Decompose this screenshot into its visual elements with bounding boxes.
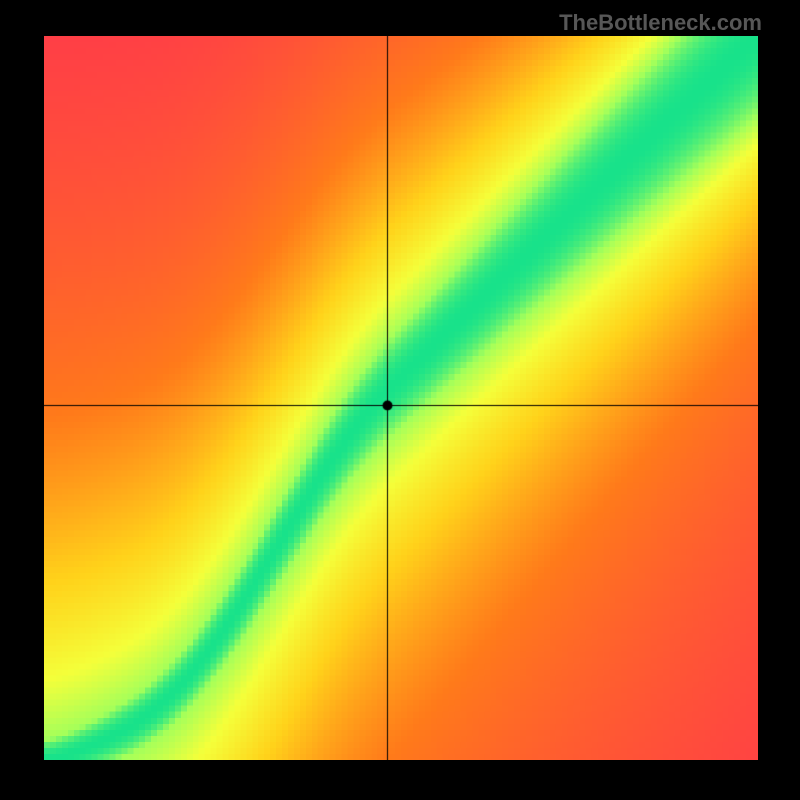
watermark-text: TheBottleneck.com bbox=[559, 10, 762, 36]
heatmap-overlay bbox=[44, 36, 758, 760]
